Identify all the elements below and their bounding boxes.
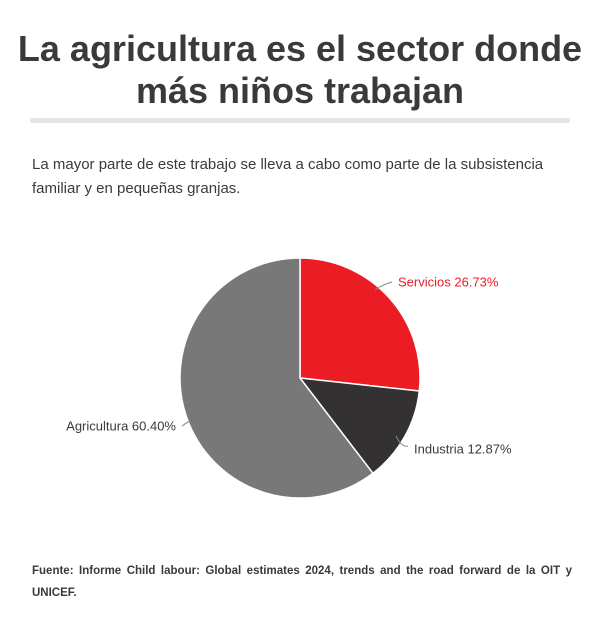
- leader-line-servicios: [374, 281, 393, 291]
- source-note: Fuente: Informe Child labour: Global est…: [32, 565, 572, 599]
- chart-subtitle: La mayor parte de este trabajo se lleva …: [32, 156, 544, 197]
- slice-label-servicios: Servicios 26.73%: [398, 274, 499, 289]
- leader-line-agricultura: [181, 420, 191, 427]
- pie-slice-servicios: [299, 257, 421, 392]
- title-divider: [30, 118, 570, 123]
- slice-label-industria: Industria 12.87%: [414, 441, 512, 456]
- slice-label-agricultura: Agricultura 60.40%: [66, 418, 176, 433]
- pie-slice-industria: [299, 377, 421, 475]
- pie-chart-svg: Servicios 26.73% Industria 12.87% Agricult…: [66, 257, 512, 499]
- pie-chart: Servicios 26.73% Industria 12.87% Agricult…: [0, 230, 600, 530]
- pie-slice-agricultura: [179, 257, 374, 499]
- chart-title: La agricultura es el sector donde más ni…: [17, 28, 583, 111]
- leader-line-industria: [395, 435, 409, 447]
